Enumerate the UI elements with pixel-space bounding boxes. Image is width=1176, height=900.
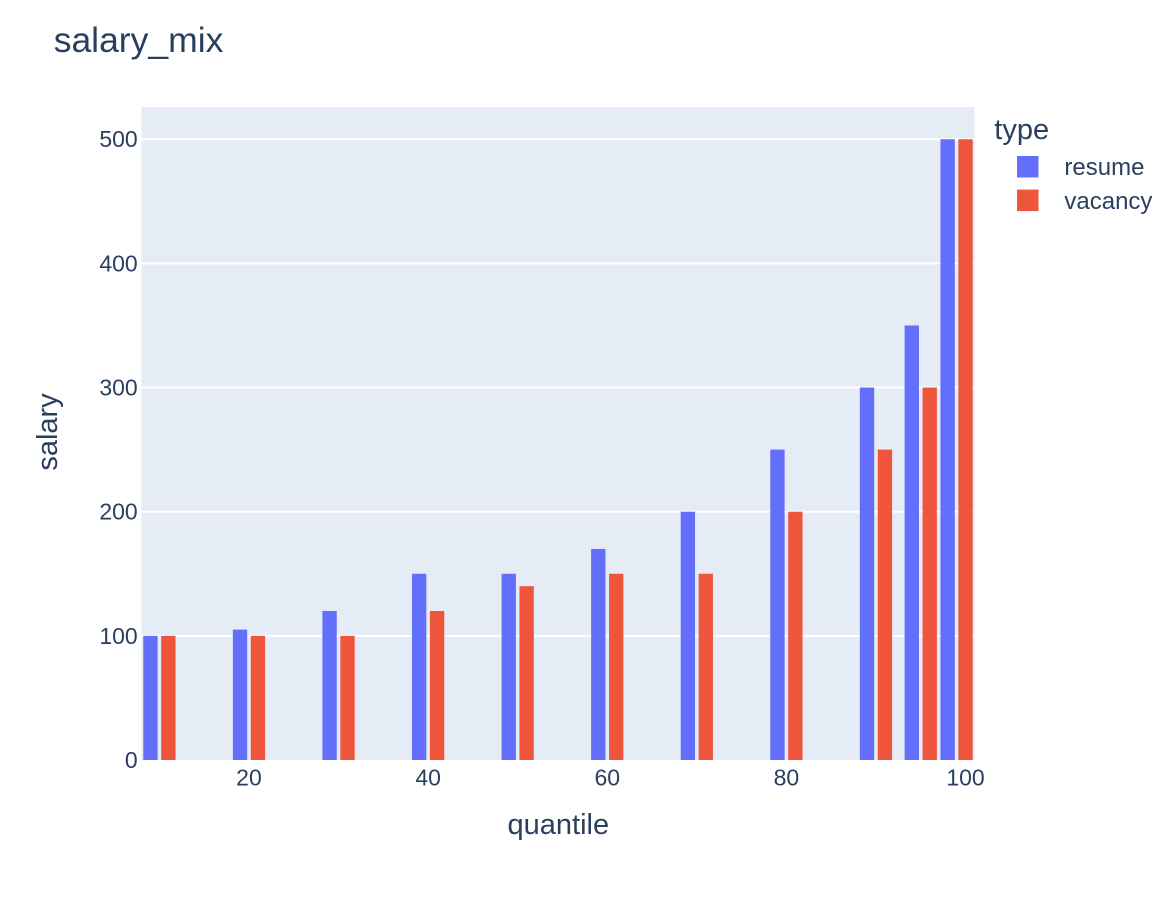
svg-text:80: 80 xyxy=(774,765,800,791)
svg-text:200: 200 xyxy=(99,499,137,525)
svg-text:300: 300 xyxy=(99,374,137,400)
svg-text:100: 100 xyxy=(99,623,137,649)
svg-text:salary: salary xyxy=(32,393,64,471)
svg-text:500: 500 xyxy=(99,126,137,152)
svg-text:0: 0 xyxy=(125,747,138,773)
svg-text:100: 100 xyxy=(946,765,984,791)
svg-text:quantile: quantile xyxy=(508,809,610,841)
svg-text:20: 20 xyxy=(236,765,262,791)
svg-text:salary_mix: salary_mix xyxy=(54,20,224,60)
svg-text:vacancy: vacancy xyxy=(1064,188,1152,215)
svg-text:40: 40 xyxy=(415,765,441,791)
svg-text:resume: resume xyxy=(1064,154,1144,181)
svg-text:type: type xyxy=(994,114,1049,146)
svg-text:60: 60 xyxy=(594,765,620,791)
svg-text:400: 400 xyxy=(99,250,137,276)
